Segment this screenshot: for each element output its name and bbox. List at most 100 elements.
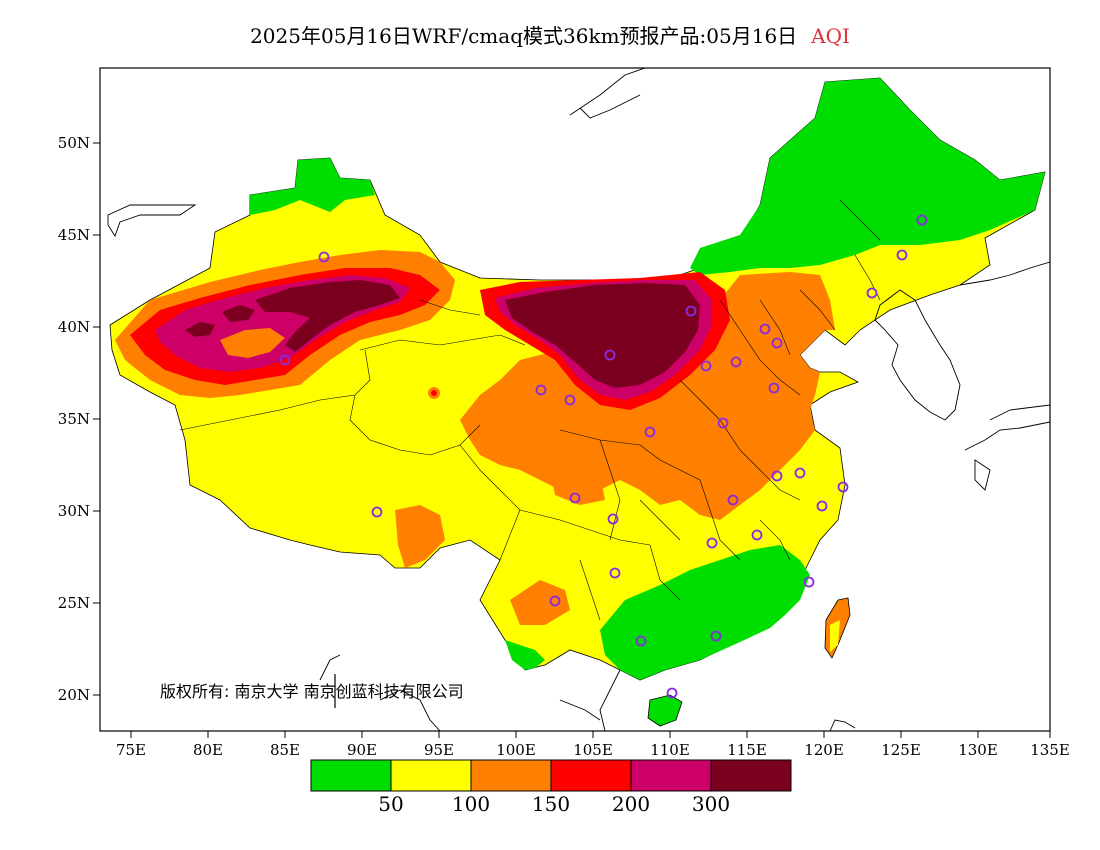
station-marker-taiyuan (700, 360, 712, 372)
station-marker-nanjing (794, 467, 806, 479)
station-marker-guiyang (609, 567, 621, 579)
lat-tick-label: 45N (58, 226, 90, 244)
philippines-coastline (829, 719, 856, 731)
northeast-good-zone (690, 78, 1045, 275)
station-marker-yinchuan (604, 349, 616, 361)
lat-tick-label: 50N (58, 134, 90, 152)
legend-labels: 50 100 150 200 300 (378, 792, 730, 816)
station-marker-jinan (768, 382, 780, 394)
southwest-good-zone (505, 640, 545, 670)
lon-tick-label: 80E (193, 741, 223, 759)
caspian-coastline (107, 204, 197, 238)
lon-tick-label: 115E (727, 741, 767, 759)
station-marker-shijiazhuang (730, 356, 742, 368)
station-marker-hefei (771, 470, 783, 482)
station-marker-kashgar (279, 354, 291, 366)
legend-label: 150 (532, 792, 570, 816)
vietnam-coastline (559, 669, 621, 731)
title-variable: AQI (811, 24, 850, 48)
station-marker-chongqing (607, 513, 619, 525)
legend-swatch-hazardous (710, 759, 792, 792)
russia-coastline (959, 261, 1050, 286)
station-marker-lanzhou (564, 394, 576, 406)
chart-title: 2025年05月16日WRF/cmaq模式36km预报产品:05月16日 AQI (0, 20, 1100, 49)
korea-coastline (874, 289, 961, 421)
longitude-ticks (130, 731, 1051, 738)
station-marker-beijing (759, 323, 771, 335)
central-south-usg-patch (550, 465, 605, 505)
title-main: 2025年05月16日WRF/cmaq模式36km预报产品:05月16日 (250, 24, 798, 48)
province-boundaries (179, 199, 881, 621)
legend-label: 300 (692, 792, 730, 816)
map-fill-layer (107, 68, 1050, 731)
legend-swatch-good (310, 759, 392, 792)
station-marker-hangzhou (816, 500, 828, 512)
station-marker-shanghai (837, 481, 849, 493)
station-marker-shenyang (866, 287, 878, 299)
legend-colorbar (310, 759, 792, 792)
legend-swatch-unhealthy (550, 759, 632, 792)
station-marker-zhengzhou (717, 417, 729, 429)
longitude-labels: 75E 80E 85E 90E 95E 100E 105E 110E 115E … (116, 741, 1070, 759)
lon-tick-label: 125E (881, 741, 921, 759)
station-marker-xining (535, 384, 547, 396)
station-marker-xian (644, 426, 656, 438)
lat-tick-label: 25N (58, 594, 90, 612)
india-coastline (319, 654, 441, 731)
station-marker-tianjin (771, 337, 783, 349)
hainan-region (647, 694, 683, 727)
lat-tick-label: 35N (58, 410, 90, 428)
station-marker-lhasa (371, 506, 383, 518)
latitude-labels: 50N 45N 40N 35N 30N 25N 20N (58, 134, 90, 704)
lon-tick-label: 135E (1030, 741, 1070, 759)
lon-tick-label: 85E (270, 741, 300, 759)
legend-label: 200 (612, 792, 650, 816)
lon-tick-label: 75E (116, 741, 146, 759)
south-good-zone (600, 545, 810, 680)
southwest-usg-patch (510, 580, 570, 625)
legend-label: 50 (378, 792, 403, 816)
legend-swatch-usg (470, 759, 552, 792)
western-hazardous-blob-2 (222, 305, 255, 322)
lon-tick-label: 90E (347, 741, 377, 759)
map-frame (99, 67, 1051, 732)
japan-coastline (964, 404, 1050, 491)
taiwan-inner-yellow (830, 620, 840, 652)
lat-tick-label: 30N (58, 502, 90, 520)
western-hazardous-blob (185, 322, 215, 337)
lon-tick-label: 95E (424, 741, 454, 759)
station-marker-nanning (635, 635, 647, 647)
station-marker-fuzhou (803, 576, 815, 588)
legend-label: 100 (452, 792, 490, 816)
station-marker-urumqi (318, 251, 330, 263)
station-marker-guangzhou (710, 630, 722, 642)
legend-swatch-moderate (390, 759, 472, 792)
western-inner-usg (220, 328, 285, 358)
south-usg-patch (395, 505, 445, 568)
station-marker-hohhot (685, 305, 697, 317)
copyright-text: 版权所有: 南京大学 南京创蓝科技有限公司 (160, 682, 464, 701)
station-marker-wuhan (727, 494, 739, 506)
sakhalin-coastline (569, 68, 646, 119)
station-marker-harbin (916, 214, 928, 226)
legend-swatch-very-unhealthy (630, 759, 712, 792)
lon-tick-label: 130E (958, 741, 998, 759)
station-markers (279, 214, 928, 699)
western-hazardous-zone (255, 280, 400, 352)
station-marker-nanchang (751, 529, 763, 541)
tibet-unhealthy-spot (431, 390, 437, 396)
lon-tick-label: 110E (650, 741, 690, 759)
lon-tick-label: 105E (573, 741, 613, 759)
lon-tick-label: 100E (496, 741, 536, 759)
lat-tick-label: 40N (58, 318, 90, 336)
station-marker-haikou (666, 687, 678, 699)
station-marker-kunming (549, 595, 561, 607)
lat-tick-label: 20N (58, 686, 90, 704)
northwest-good-zone (250, 158, 375, 215)
north-hazardous-zone (505, 283, 700, 388)
station-marker-changsha (706, 537, 718, 549)
latitude-ticks (93, 142, 100, 696)
station-marker-chengdu (569, 492, 581, 504)
lon-tick-label: 120E (804, 741, 844, 759)
